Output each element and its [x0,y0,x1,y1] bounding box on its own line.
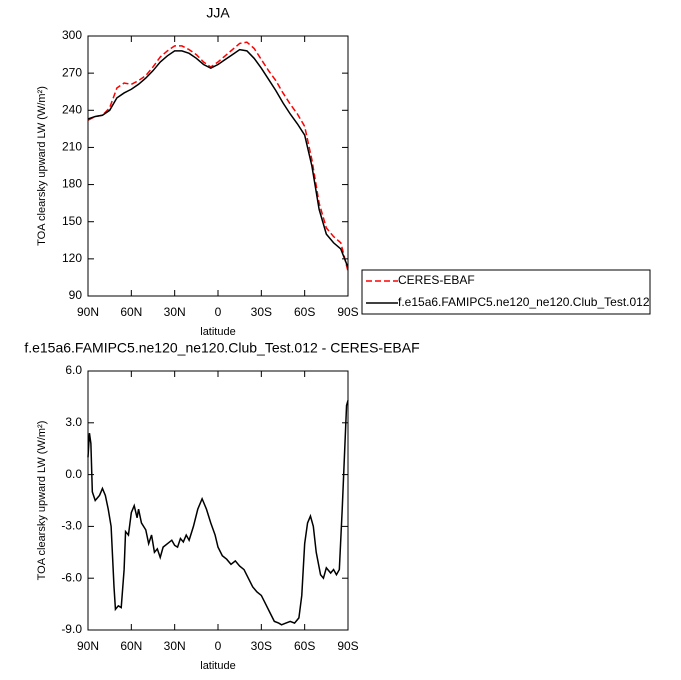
y-tick-label: 150 [62,214,82,228]
plot-frame [87,370,349,631]
series-line [87,41,349,272]
y-tick-label: 0.0 [65,467,82,481]
x-tick-label: 30S [251,305,272,319]
series-line [87,48,349,268]
y-tick-label: -6.0 [61,570,82,584]
x-tick-label: 30N [164,305,186,319]
x-tick-label: 0 [215,639,222,653]
x-tick-label: 90N [77,639,99,653]
legend-box [361,269,651,315]
y-tick-label: 90 [69,288,83,302]
y-tick-label: 270 [62,65,82,79]
y-tick-label: 210 [62,140,82,154]
y-tick-label: -9.0 [61,622,82,636]
y-tick-label: 120 [62,251,82,265]
legend-label: f.e15a6.FAMIPC5.ne120_ne120.Club_Test.01… [398,295,650,309]
x-tick-label: 90S [337,639,358,653]
series-line [87,400,349,626]
y-axis-label: TOA clearsky upward LW (W/m²) [36,86,48,246]
y-tick-label: -3.0 [61,519,82,533]
x-tick-label: 60N [120,305,142,319]
legend-label: CERES-EBAF [398,273,475,287]
x-tick-label: 60S [294,639,315,653]
x-tick-label: 0 [215,305,222,319]
x-axis-label: latitude [200,326,235,338]
y-tick-label: 300 [62,28,82,42]
chart-title: JJA [206,5,230,21]
x-tick-label: 60S [294,305,315,319]
y-axis-label: TOA clearsky upward LW (W/m²) [36,421,48,581]
chart-title: f.e15a6.FAMIPC5.ne120_ne120.Club_Test.01… [24,340,419,356]
x-axis-label: latitude [200,660,235,672]
x-tick-label: 90N [77,305,99,319]
y-tick-label: 3.0 [65,415,82,429]
plot-frame [87,35,349,297]
y-tick-label: 180 [62,177,82,191]
x-tick-label: 30N [164,639,186,653]
x-tick-label: 60N [120,639,142,653]
y-tick-label: 6.0 [65,363,82,377]
x-tick-label: 90S [337,305,358,319]
x-tick-label: 30S [251,639,272,653]
y-tick-label: 240 [62,102,82,116]
